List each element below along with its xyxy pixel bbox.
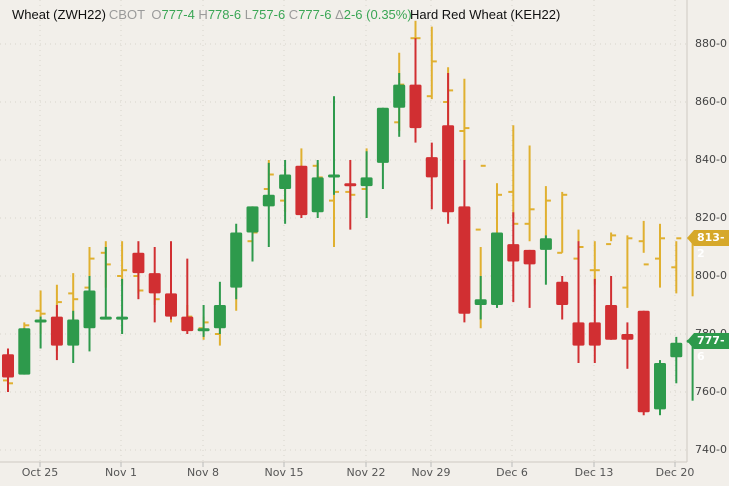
- candle-up: [474, 299, 487, 305]
- candle-down: [148, 273, 161, 294]
- candle-up: [34, 319, 47, 323]
- y-tick-label: 740-0: [695, 443, 727, 456]
- candle-up: [99, 316, 112, 320]
- candle-up: [230, 232, 243, 288]
- candle-down: [458, 206, 471, 314]
- candle-down: [425, 157, 438, 178]
- candle-up: [197, 328, 210, 332]
- candle-up: [360, 177, 373, 187]
- x-tick-label: Dec 13: [574, 466, 614, 479]
- candle-up: [279, 174, 292, 189]
- x-tick-label: Nov 15: [264, 466, 304, 479]
- change-value: 2-6 (0.35%): [343, 7, 412, 22]
- x-tick-label: Nov 29: [411, 466, 451, 479]
- y-tick-label: 760-0: [695, 385, 727, 398]
- candle-up: [67, 319, 80, 346]
- high-value: 778-6: [207, 7, 242, 22]
- candle-down: [344, 183, 357, 187]
- x-tick-label: Nov 8: [187, 466, 219, 479]
- x-tick-label: Dec 20: [655, 466, 695, 479]
- candle-up: [116, 316, 129, 320]
- x-tick-label: Nov 22: [346, 466, 386, 479]
- candle-up: [491, 232, 503, 305]
- x-tick-label: Oct 25: [21, 466, 59, 479]
- candle-down: [2, 354, 14, 378]
- candle-up: [311, 177, 324, 213]
- y-tick-label: 840-0: [695, 153, 727, 166]
- close-value: 777-6: [298, 7, 332, 22]
- candle-up: [246, 206, 259, 233]
- candle-down: [523, 249, 536, 265]
- legend-primary: Wheat (ZWH22) CBOT O777-4 H778-6 L757-6 C…: [12, 7, 412, 22]
- candle-down: [132, 252, 145, 274]
- candle-up: [539, 238, 552, 250]
- y-tick-label: 820-0: [695, 211, 727, 224]
- candle-up: [262, 194, 275, 207]
- legend-secondary: Hard Red Wheat (KEH22): [410, 7, 561, 22]
- candle-down: [621, 334, 634, 340]
- candle-up: [376, 107, 389, 163]
- ohlc-values: O777-4 H778-6 L757-6 C777-6 Δ2-6 (0.35%): [151, 7, 412, 22]
- candle-down: [50, 316, 63, 346]
- x-tick-label: Dec 6: [496, 466, 528, 479]
- candle-down: [507, 244, 520, 262]
- x-tick-label: Nov 1: [105, 466, 137, 479]
- candle-up: [18, 328, 31, 375]
- y-tick-label: 860-0: [695, 95, 727, 108]
- low-value: 757-6: [251, 7, 286, 22]
- primary-last-price-tag: 777-6: [687, 332, 729, 363]
- candle-down: [605, 305, 618, 340]
- y-tick-label: 800-0: [695, 269, 727, 282]
- candle-up: [213, 305, 226, 329]
- candle-down: [572, 322, 585, 346]
- candle-down: [588, 322, 601, 346]
- symbol-name: Wheat (ZWH22): [12, 7, 106, 22]
- candle-down: [442, 125, 455, 213]
- candle-up: [654, 363, 666, 410]
- candle-down: [295, 165, 308, 216]
- candle-down: [409, 84, 422, 129]
- candle-down: [165, 293, 177, 317]
- candle-up: [83, 290, 96, 329]
- exchange-label: CBOT: [108, 7, 145, 22]
- open-value: 777-4: [161, 7, 195, 22]
- candle-down: [181, 316, 194, 332]
- candle-up: [328, 174, 340, 178]
- candle-down: [637, 310, 650, 413]
- secondary-last-price-tag: 813-2: [687, 229, 729, 260]
- candle-up: [670, 342, 683, 358]
- candle-up: [393, 84, 406, 108]
- y-tick-label: 880-0: [695, 37, 727, 50]
- candle-down: [556, 281, 569, 305]
